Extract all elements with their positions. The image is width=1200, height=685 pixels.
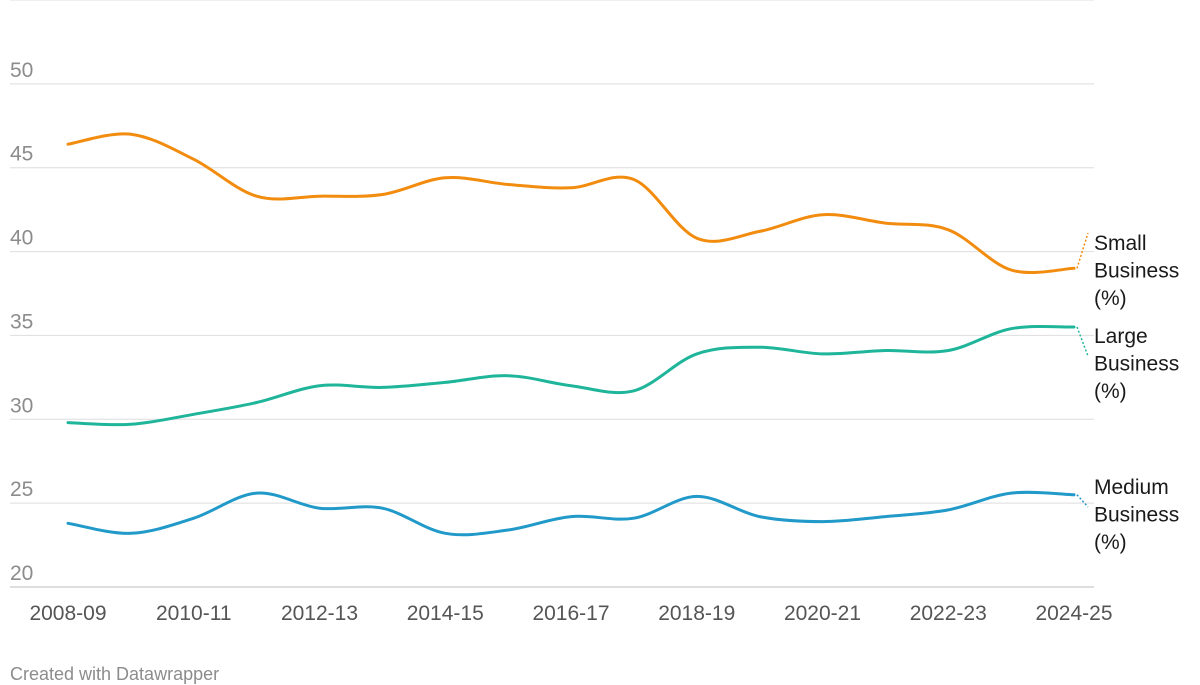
x-tick-label: 2014-15 (407, 602, 484, 625)
series-label-small: Small Business (%) (1094, 232, 1179, 310)
series-label-line: (%) (1094, 531, 1127, 554)
label-connector-large (1076, 326, 1089, 357)
label-connector-small (1076, 232, 1089, 269)
x-tick-label: 2012-13 (281, 602, 358, 625)
label-connector-medium (1076, 494, 1089, 508)
y-tick-label: 50 (10, 59, 33, 82)
series-line-large (66, 325, 1076, 427)
series-label-medium: Medium Business (%) (1094, 476, 1179, 554)
series-label-line: (%) (1094, 287, 1127, 310)
y-tick-label: 40 (10, 227, 33, 250)
series-label-line: (%) (1094, 380, 1127, 403)
x-axis-ticks: 2008-09 2010-11 2012-13 2014-15 2016-17 2018-… (29, 602, 1112, 625)
x-tick-label: 2008-09 (29, 602, 106, 625)
series-label-line: Medium (1094, 476, 1169, 499)
y-tick-label: 35 (10, 310, 33, 333)
series-line-small (66, 132, 1076, 274)
y-tick-label: 20 (10, 562, 33, 585)
y-tick-label: 45 (10, 143, 33, 166)
x-tick-label: 2010-11 (156, 602, 232, 625)
gridlines (10, 0, 1094, 588)
series-label-line: Small (1094, 232, 1147, 255)
series-label-line: Business (1094, 353, 1179, 376)
x-tick-label: 2016-17 (532, 602, 609, 625)
x-tick-label: 2022-23 (910, 602, 987, 625)
x-tick-label: 2018-19 (658, 602, 735, 625)
series-lines (66, 132, 1076, 537)
y-tick-label: 30 (10, 394, 33, 417)
series-label-large: Large Business (%) (1094, 325, 1179, 403)
x-tick-label: 2024-25 (1035, 602, 1112, 625)
series-label-line: Large (1094, 325, 1148, 348)
y-tick-label: 25 (10, 478, 33, 501)
x-tick-label: 2020-21 (784, 602, 861, 625)
y-axis-ticks: 2025303540455055 (10, 59, 33, 585)
series-label-line: Business (1094, 260, 1179, 283)
series-labels: Small Business (%) Large Business (%) Medium Bu… (1076, 232, 1179, 554)
series-line-medium (66, 490, 1076, 537)
series-label-line: Business (1094, 504, 1179, 527)
